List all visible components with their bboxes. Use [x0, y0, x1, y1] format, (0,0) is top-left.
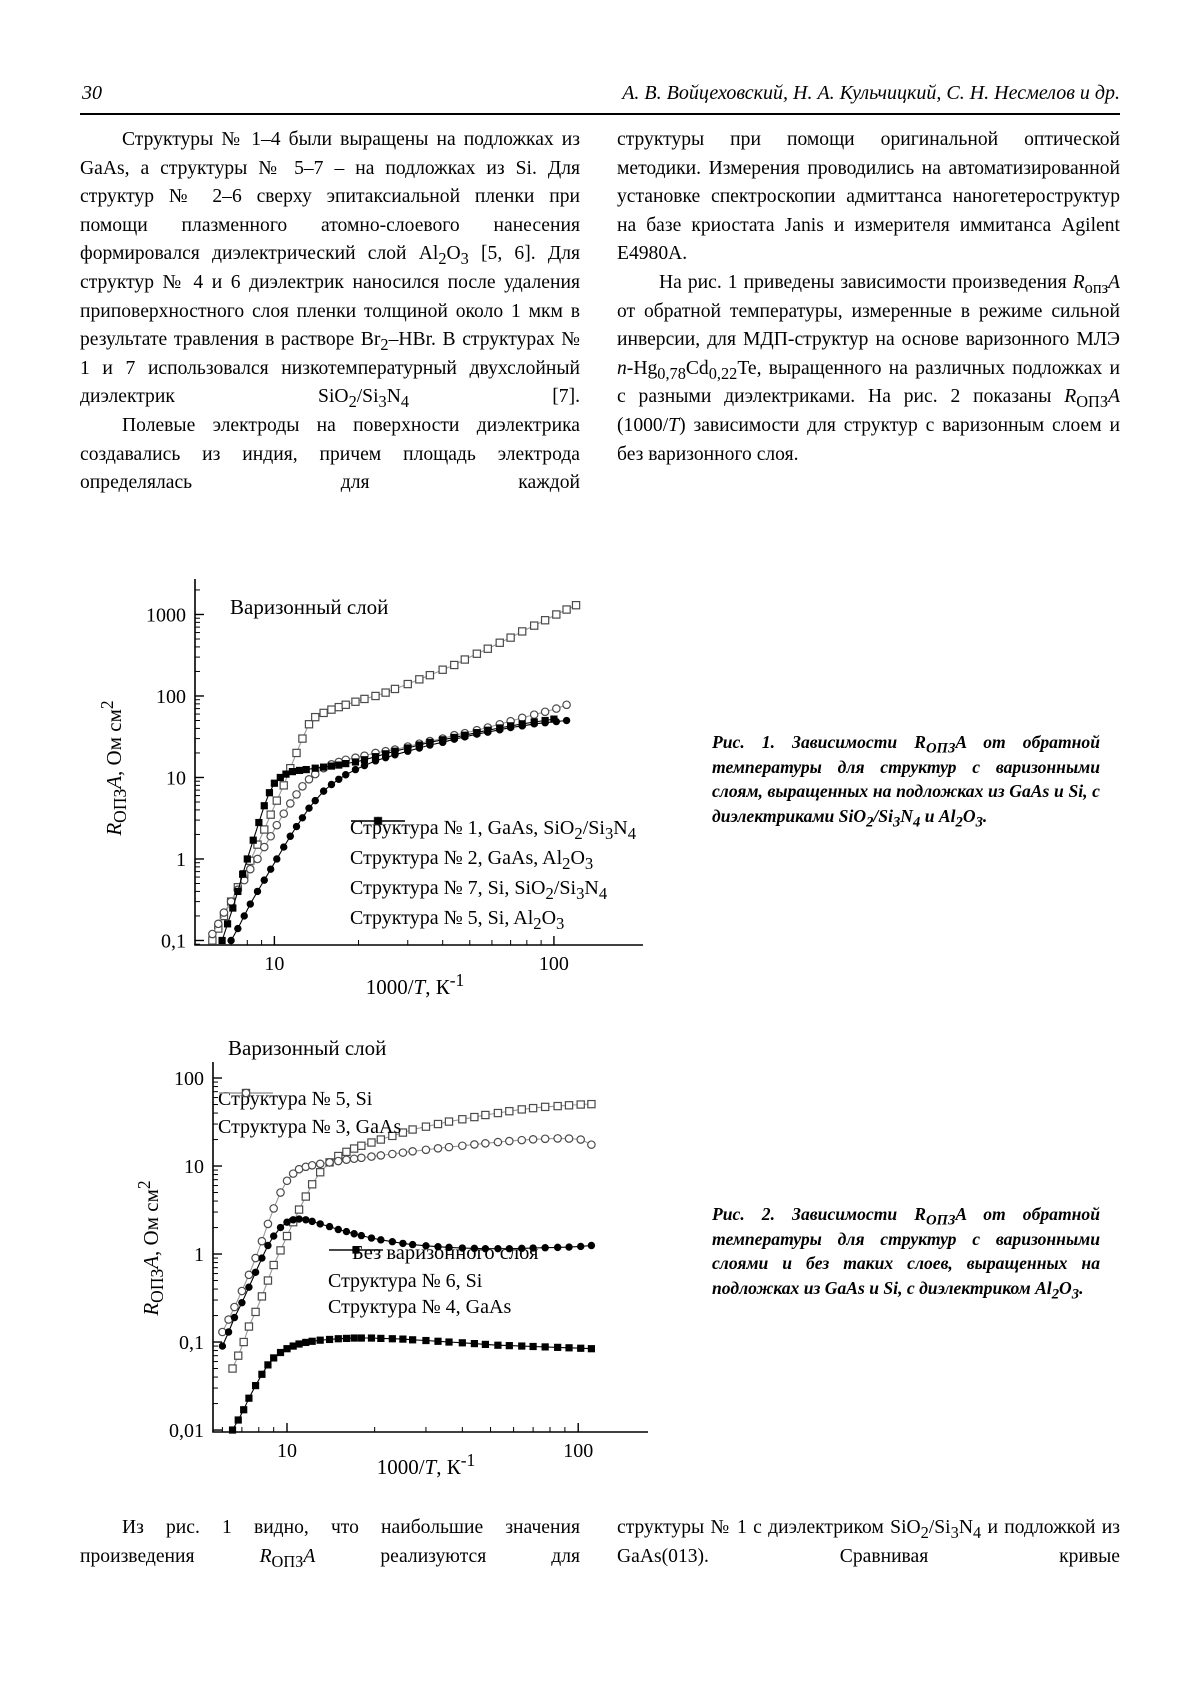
legend-entry: Структура № 7, Si, SiO2/Si3N4 — [350, 817, 636, 903]
svg-text:10: 10 — [264, 953, 284, 975]
svg-text:10: 10 — [166, 767, 186, 789]
figure-2-legend-varizone: Структура № 5, Si Структура № 3, GaAs — [218, 1085, 401, 1141]
legend-label: Структура № 7, Si, SiO2/Si3N4 — [350, 876, 608, 903]
figure-2-caption: Рис. 2. Зависимости RОПЗA от обратной те… — [712, 1204, 1100, 1303]
legend-marker-icon — [219, 1088, 273, 1098]
text-column-right: структуры при помощи оригинальной оптиче… — [617, 126, 1120, 469]
legend-label: Структура № 6, Si — [328, 1269, 483, 1292]
paragraph: Структуры № 1–4 были выращены на подложк… — [80, 129, 581, 412]
text-column-left-bottom: Из рис. 1 видно, что наибольшие значения… — [80, 1514, 580, 1571]
legend-marker-icon — [351, 817, 405, 825]
figure-1-inner-title: Варизонный слой — [230, 595, 389, 619]
legend-marker-icon — [329, 1246, 383, 1254]
figure-2: 10 100 0,01 0,1 1 10 100 Варизонный слой RОПЗA… — [80, 1030, 650, 1490]
paragraph: структуры № 1 с диэлектриком SiO2/Si3N4 … — [617, 1517, 1120, 1567]
svg-text:100: 100 — [174, 1068, 204, 1090]
paragraph: Полевые электроды на поверхности диэлект… — [80, 414, 580, 494]
figure-1-plot: 10 100 0,1 1 10 100 1000 — [146, 579, 643, 975]
legend-label: Структура № 2, GaAs, Al2O3 — [350, 846, 594, 873]
svg-text:100: 100 — [563, 1440, 593, 1462]
svg-text:1: 1 — [194, 1244, 204, 1266]
svg-text:100: 100 — [539, 953, 569, 975]
figure-2-plot: 10 100 0,01 0,1 1 10 100 — [169, 1062, 648, 1462]
legend-entry: Структура № 2, GaAs, Al2O3 — [350, 816, 636, 873]
page-number: 30 — [82, 82, 102, 104]
paragraph: Из рис. 1 видно, что наибольшие значения… — [80, 1517, 580, 1571]
svg-text:0,1: 0,1 — [179, 1332, 204, 1354]
svg-text:0,1: 0,1 — [161, 930, 186, 952]
figure-1-x-axis-label: 1000/T, К-1 — [365, 970, 465, 999]
legend-label: Структура № 5, Si, Al2O3 — [350, 906, 565, 933]
text-column-left: Структуры № 1–4 были выращены на подложк… — [80, 126, 580, 498]
svg-text:10: 10 — [184, 1156, 204, 1178]
figure-1-y-axis-label: RОПЗA, Ом см2 — [97, 700, 131, 836]
svg-text:1000: 1000 — [146, 604, 186, 626]
legend-entry: Структура № 6, Si — [328, 1246, 538, 1294]
legend-entry: Структура № 5, Si, Al2O3 — [350, 817, 636, 933]
legend-entry: Структура № 3, GaAs — [218, 1088, 402, 1141]
figure-2-x-axis-label: 1000/T, К-1 — [376, 1450, 476, 1479]
figure-1-caption: Рис. 1. Зависимости RОПЗA от обратной те… — [712, 732, 1100, 831]
figure-2-inner-title: Варизонный слой — [228, 1036, 387, 1060]
legend-label: Структура № 4, GaAs — [328, 1295, 512, 1318]
svg-text:0,01: 0,01 — [169, 1420, 204, 1442]
figure-2-legend-no-varizone: Без варизонного слоя Структура № 6, Si Стр… — [328, 1242, 538, 1320]
paragraph: структуры при помощи оригинальной оптиче… — [617, 129, 1120, 265]
header-rule — [80, 113, 1120, 115]
svg-text:100: 100 — [156, 686, 186, 708]
running-head-authors: А. В. Войцеховский, Н. А. Кульчицкий, С.… — [622, 82, 1120, 104]
legend-entry: Структура № 4, GaAs — [328, 1246, 538, 1320]
paragraph: На рис. 1 приведены зависимости произвед… — [617, 271, 1120, 465]
legend-group-title: Без варизонного слоя — [352, 1242, 539, 1264]
text-column-right-bottom: структуры № 1 с диэлектриком SiO2/Si3N4 … — [617, 1514, 1120, 1571]
svg-text:1: 1 — [176, 849, 186, 871]
legend-label: Структура № 3, GaAs — [218, 1115, 402, 1138]
svg-text:10: 10 — [277, 1440, 297, 1462]
figure-1: 10 100 0,1 1 10 100 1000 Варизонный слой RОПЗA… — [80, 555, 650, 1015]
figure-1-legend: Структура № 1, GaAs, SiO2/Si3N4 Структура… — [350, 813, 636, 933]
legend-label: Структура № 1, GaAs, SiO2/Si3N4 — [350, 816, 637, 843]
legend-entry: Структура № 1, GaAs, SiO2/Si3N4 — [350, 813, 636, 843]
figure-2-y-axis-label: RОПЗA, Ом см2 — [134, 1180, 168, 1316]
